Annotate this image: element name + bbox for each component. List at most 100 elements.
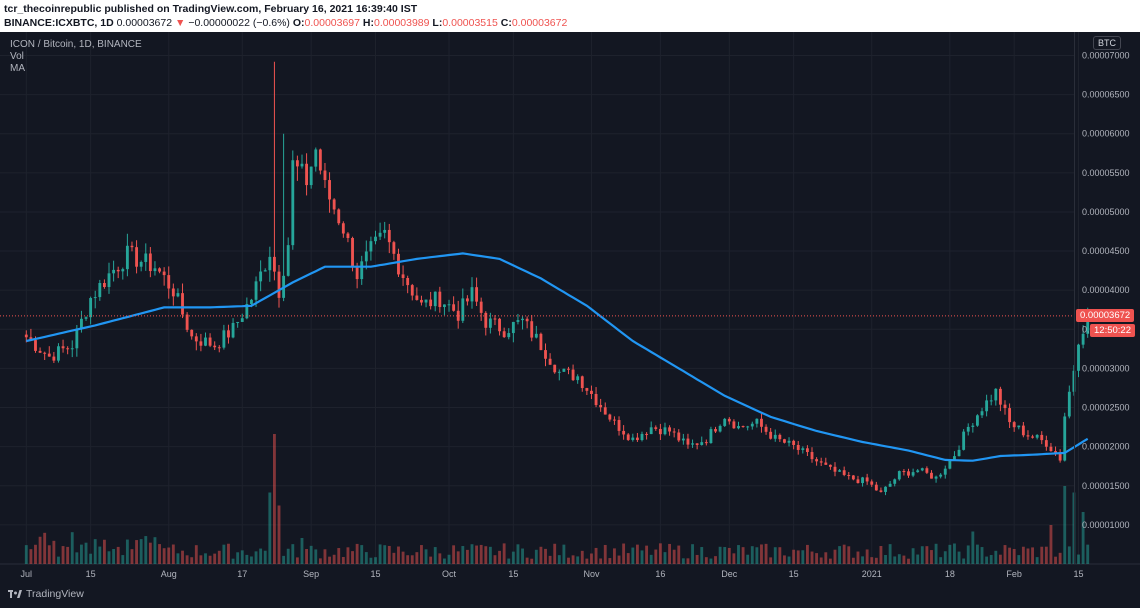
volume-bar [102, 539, 106, 564]
volume-bar [622, 543, 626, 564]
volume-bar [948, 544, 952, 564]
candle-body [84, 317, 88, 319]
price-tick-label: 0.00002500 [1082, 403, 1130, 413]
volume-bar [153, 537, 157, 564]
candle-body [295, 160, 299, 167]
volume-bar [1021, 546, 1025, 564]
volume-bar [351, 551, 354, 564]
ohlc-line: BINANCE:ICXBTC, 1D 0.00003672 ▼ −0.00000… [4, 17, 567, 29]
price-tick-label: 0.00006500 [1082, 90, 1130, 100]
volume-bar [121, 555, 125, 564]
volume-bar [337, 548, 341, 564]
candle-body [488, 318, 492, 328]
candle-body [760, 418, 763, 427]
candle-body [976, 415, 979, 426]
candle-body [66, 348, 70, 350]
volume-bar [300, 538, 304, 564]
volume-bar [833, 549, 837, 564]
candle-body [263, 270, 267, 272]
volume-bar [190, 557, 194, 564]
volume-bar [649, 554, 653, 564]
candle-body [805, 448, 809, 453]
volume-bar [599, 558, 603, 564]
candle-body [530, 321, 534, 338]
candle-body [227, 330, 230, 338]
candle-body [962, 431, 966, 450]
time-tick-label: Dec [721, 569, 738, 579]
candle-body [75, 328, 79, 349]
volume-bar [911, 548, 915, 564]
candle-body [250, 299, 253, 304]
volume-bar [695, 554, 699, 564]
volume-bar [1081, 512, 1085, 564]
candle-body [691, 443, 694, 445]
candle-body [171, 288, 175, 297]
volume-bar [934, 543, 938, 564]
volume-bar [1054, 556, 1057, 564]
candle-body [475, 287, 479, 302]
volume-bar [1049, 525, 1053, 564]
candle-body [668, 427, 671, 432]
volume-bar [778, 547, 782, 564]
candle-body [383, 229, 387, 233]
volume-bar [580, 550, 584, 564]
volume-bar [259, 548, 263, 564]
volume-bar [567, 557, 570, 564]
current-price-tag: 0.00003672 [1076, 308, 1135, 322]
volume-bar [93, 539, 97, 564]
volume-bar [861, 556, 864, 564]
candle-body [856, 479, 860, 484]
candle-body [80, 318, 83, 329]
candle-body [815, 459, 819, 462]
close-label: C: [500, 17, 512, 29]
volume-bar [470, 544, 474, 564]
candle-body [1017, 425, 1021, 428]
time-tick-label: 15 [1074, 569, 1084, 579]
volume-bar [760, 544, 763, 564]
volume-bar [613, 548, 616, 564]
candle-body [884, 486, 887, 492]
candle-body [672, 431, 676, 433]
candle-body [208, 337, 212, 346]
volume-bar [1067, 546, 1071, 564]
candle-body [796, 444, 800, 450]
candle-body [420, 299, 423, 303]
volume-bar [824, 552, 828, 564]
candle-body [792, 440, 796, 445]
candle-body [902, 471, 906, 473]
candle-body [116, 269, 120, 272]
volume-bar [291, 544, 295, 564]
candle-body [222, 330, 226, 348]
volume-bar [70, 532, 74, 564]
volume-bar [236, 552, 240, 564]
candle-body [534, 333, 538, 338]
volume-bar [125, 539, 129, 564]
currency-badge[interactable]: BTC [1093, 36, 1121, 50]
volume-bar [1003, 545, 1007, 564]
change-down-icon: ▼ [175, 17, 186, 29]
candle-body [783, 439, 786, 443]
volume-bar [654, 549, 658, 564]
volume-bar [52, 540, 56, 564]
candle-body [943, 468, 947, 475]
volume-bar [530, 558, 534, 564]
volume-bar [447, 554, 451, 564]
volume-bar [594, 547, 598, 564]
candle-body [498, 318, 501, 332]
volume-bar [415, 552, 419, 564]
candle-body [38, 350, 42, 353]
price-axis[interactable] [1074, 32, 1140, 564]
candle-body [654, 427, 658, 429]
candle-body [998, 388, 1002, 405]
price-chart[interactable]: 0.00001000 0.00001500 0.00002000 0.00002500… [0, 32, 1140, 608]
candle-body [704, 442, 708, 444]
volume-bar [424, 549, 428, 564]
volume-bar [438, 553, 442, 564]
volume-bar [401, 551, 405, 564]
price-tick-label: 0.00006000 [1082, 129, 1130, 139]
candle-body [121, 269, 125, 272]
volume-bar [590, 553, 593, 564]
time-tick-label: Aug [161, 569, 177, 579]
volume-bar [897, 554, 901, 564]
candle-body [1054, 451, 1057, 454]
